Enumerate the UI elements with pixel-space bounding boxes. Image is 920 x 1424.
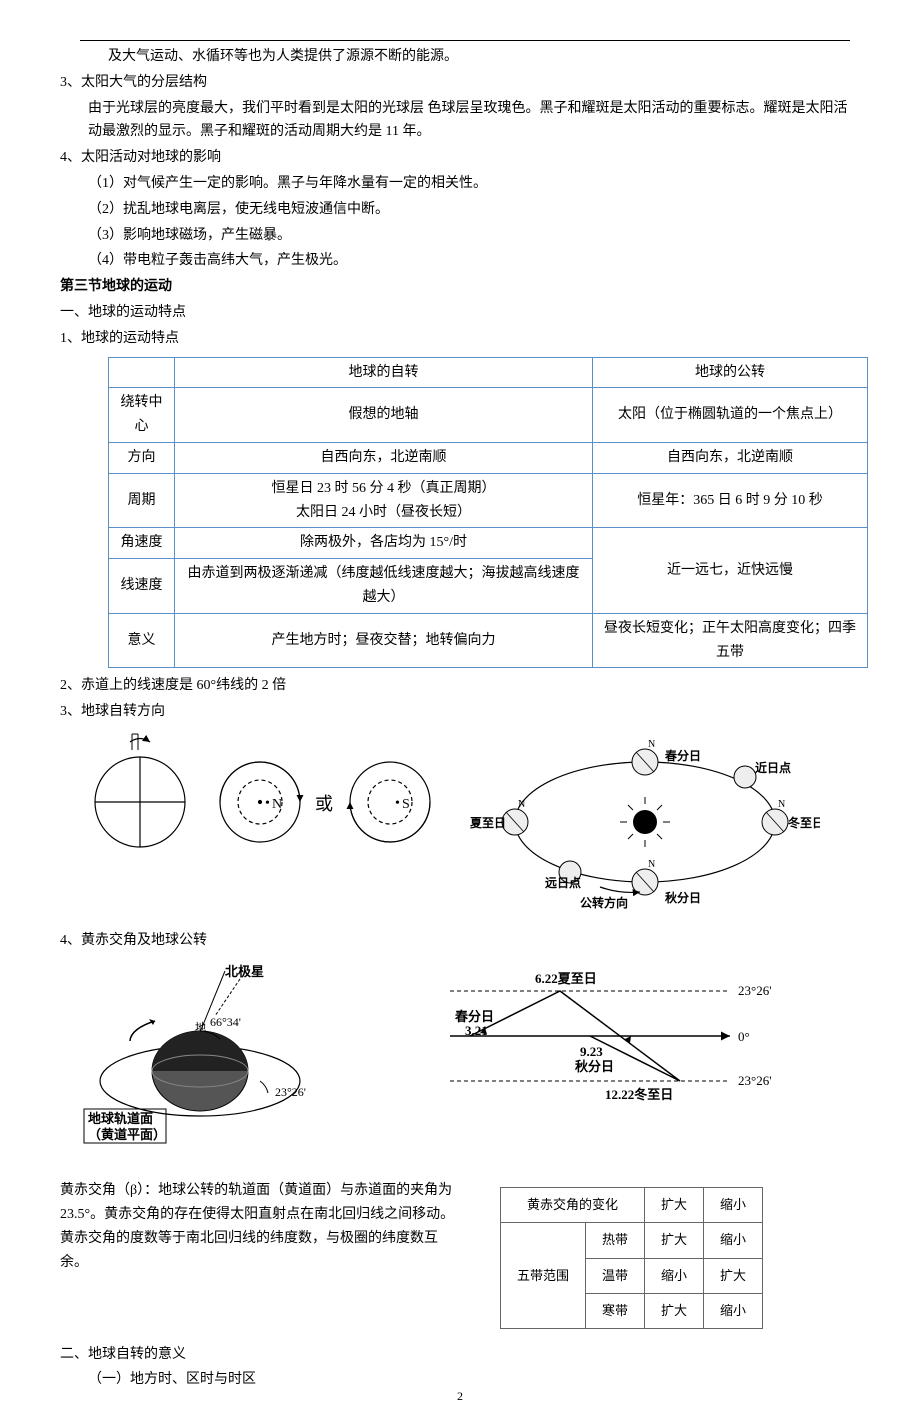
svg-text:S: S	[402, 797, 410, 812]
orbit-diagram: N N N N 春分日 近日点 冬至日 夏至日 远日点 公转方向 秋分日	[470, 732, 820, 921]
table-cell: 方向	[109, 442, 175, 473]
table-row: 角速度 除两极外，各店均为 15°/时 近一远七，近快远慢	[109, 528, 868, 559]
section-3a1: 1、地球的运动特点	[60, 327, 860, 351]
line-energy: 及大气运动、水循环等也为人类提供了源源不断的能源。	[60, 45, 860, 69]
table-cell: 恒星日 23 时 56 分 4 秒（真正周期） 太阳日 24 小时（昼夜长短）	[175, 473, 593, 528]
motion-table: 地球的自转 地球的公转 绕转中心 假想的地轴 太阳（位于椭圆轨道的一个焦点上） …	[108, 357, 868, 669]
svg-text:N: N	[778, 799, 785, 810]
table-cell: 温带	[586, 1258, 645, 1293]
table-cell: 扩大	[645, 1188, 704, 1223]
table-cell: 缩小	[704, 1223, 763, 1258]
table-cell: 缩小	[645, 1258, 704, 1293]
item-3: （3）影响地球磁场，产生磁暴。	[60, 224, 860, 248]
svg-text:N: N	[648, 859, 655, 870]
svg-text:N: N	[518, 799, 525, 810]
table-cell: 地球的自转	[175, 357, 593, 388]
table-cell: 产生地方时；昼夜交替；地转偏向力	[175, 613, 593, 668]
table-cell: 自西向东，北逆南顺	[175, 442, 593, 473]
table-cell: 缩小	[704, 1188, 763, 1223]
table-cell: 自西向东，北逆南顺	[593, 442, 868, 473]
table-cell: 太阳（位于椭圆轨道的一个焦点上）	[593, 388, 868, 443]
svg-text:或: 或	[315, 794, 333, 814]
table-cell: 恒星年：365 日 6 时 9 分 10 秒	[593, 473, 868, 528]
section-3b: 二、地球自转的意义	[60, 1343, 860, 1367]
table-cell: 绕转中心	[109, 388, 175, 443]
svg-text:N: N	[272, 797, 282, 812]
svg-text:•: •	[265, 796, 270, 811]
obliquity-diagram: 北极星 地 轴 66°34' 23°26' 地球轨道面 （黄道平面）	[80, 961, 360, 1170]
svg-text:远日点: 远日点	[545, 875, 581, 890]
svg-text:6.22夏至日: 6.22夏至日	[535, 971, 597, 986]
svg-text:秋分日: 秋分日	[575, 1059, 614, 1074]
svg-text:夏至日: 夏至日	[470, 816, 506, 830]
table-cell: 角速度	[109, 528, 175, 559]
heading-4: 4、太阳活动对地球的影响	[60, 146, 860, 170]
table-cell: 黄赤交角的变化	[501, 1188, 645, 1223]
note-rotation-dir: 3、地球自转方向	[60, 700, 860, 724]
table-cell: 扩大	[704, 1258, 763, 1293]
svg-text:春分日: 春分日	[454, 1009, 494, 1024]
table-cell: 周期	[109, 473, 175, 528]
rotation-diagram: • N 或 • S	[80, 732, 440, 871]
table-cell: 扩大	[645, 1223, 704, 1258]
svg-text:北极星: 北极星	[225, 964, 264, 979]
svg-text:0°: 0°	[738, 1029, 750, 1044]
obliquity-paragraph: 黄赤交角（β）：地球公转的轨道面（黄道面）与赤道面的夹角为 23.5°。黄赤交角…	[60, 1179, 460, 1274]
table-cell: 近一远七，近快远慢	[593, 528, 868, 613]
table-cell: 热带	[586, 1223, 645, 1258]
table-row: 地球的自转 地球的公转	[109, 357, 868, 388]
item-2: （2）扰乱地球电离层，使无线电短波通信中断。	[60, 198, 860, 222]
heading-3: 3、太阳大气的分层结构	[60, 71, 860, 95]
table-row: 意义 产生地方时；昼夜交替；地转偏向力 昼夜长短变化；正午太阳高度变化；四季五带	[109, 613, 868, 668]
section-3-title: 第三节地球的运动	[60, 275, 860, 299]
table-cell: 昼夜长短变化；正午太阳高度变化；四季五带	[593, 613, 868, 668]
table-cell: 地球的公转	[593, 357, 868, 388]
svg-text:公转方向: 公转方向	[580, 895, 628, 910]
table-cell: 五带范围	[501, 1223, 586, 1328]
svg-text:近日点: 近日点	[755, 760, 791, 775]
table-row: 绕转中心 假想的地轴 太阳（位于椭圆轨道的一个焦点上）	[109, 388, 868, 443]
note-equator: 2、赤道上的线速度是 60°纬线的 2 倍	[60, 674, 860, 698]
para-photosphere: 由于光球层的亮度最大，我们平时看到是太阳的光球层 色球层呈玫瑰色。黑子和耀斑是太…	[60, 97, 860, 145]
svg-text:秋分日: 秋分日	[665, 890, 701, 905]
svg-text:9.23: 9.23	[580, 1044, 603, 1059]
item-1: （1）对气候产生一定的影响。黑子与年降水量有一定的相关性。	[60, 172, 860, 196]
table-cell: 寒带	[586, 1293, 645, 1328]
table-cell: 线速度	[109, 559, 175, 614]
latitude-diagram: 6.22夏至日 春分日 3.21 9.23 秋分日 12.22冬至日 23°26…	[430, 961, 790, 1130]
table-cell: 扩大	[645, 1293, 704, 1328]
svg-text:12.22冬至日: 12.22冬至日	[605, 1087, 673, 1102]
table-cell: 意义	[109, 613, 175, 668]
item-4: （4）带电粒子轰击高纬大气，产生极光。	[60, 249, 860, 273]
table-row: 黄赤交角的变化 扩大 缩小	[501, 1188, 763, 1223]
svg-text:23°26': 23°26'	[275, 1085, 306, 1099]
svg-text:23°26': 23°26'	[738, 1073, 772, 1088]
table-cell: 缩小	[704, 1293, 763, 1328]
section-3a: 一、地球的运动特点	[60, 301, 860, 325]
table-cell: 除两极外，各店均为 15°/时	[175, 528, 593, 559]
svg-text:（黄道平面）: （黄道平面）	[88, 1127, 166, 1142]
svg-text:•: •	[395, 796, 400, 811]
svg-text:3.21: 3.21	[465, 1023, 488, 1038]
svg-text:春分日: 春分日	[664, 748, 701, 763]
svg-text:N: N	[648, 739, 655, 750]
table-row: 五带范围 热带 扩大 缩小	[501, 1223, 763, 1258]
table-row: 周期 恒星日 23 时 56 分 4 秒（真正周期） 太阳日 24 小时（昼夜长…	[109, 473, 868, 528]
table-cell	[109, 357, 175, 388]
svg-text:23°26': 23°26'	[738, 983, 772, 998]
table-row: 方向 自西向东，北逆南顺 自西向东，北逆南顺	[109, 442, 868, 473]
table-cell: 假想的地轴	[175, 388, 593, 443]
note-obliquity: 4、黄赤交角及地球公转	[60, 929, 860, 953]
svg-text:地球轨道面: 地球轨道面	[88, 1111, 153, 1126]
svg-text:冬至日: 冬至日	[788, 815, 820, 830]
zones-table: 黄赤交角的变化 扩大 缩小 五带范围 热带 扩大 缩小 温带 缩小 扩大 寒带	[500, 1187, 763, 1328]
svg-text:66°34': 66°34'	[210, 1015, 241, 1029]
table-cell: 由赤道到两极逐渐递减（纬度越低线速度越大；海拔越高线速度越大）	[175, 559, 593, 614]
page-number: 2	[457, 1386, 463, 1406]
